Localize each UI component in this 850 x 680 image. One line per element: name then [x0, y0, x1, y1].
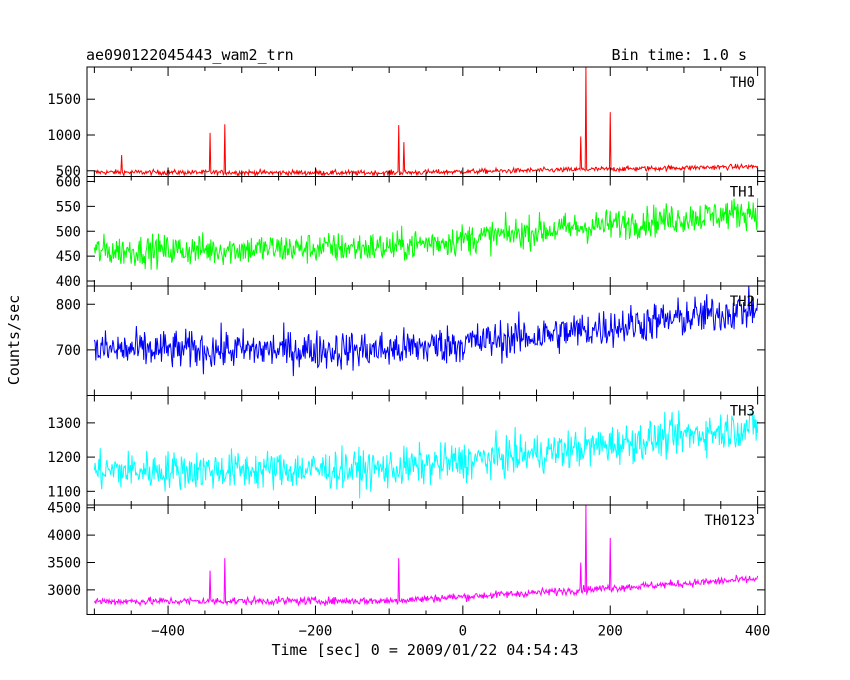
series-line-th2	[93, 286, 759, 377]
panel-frame-th1	[86, 176, 766, 287]
y-tick-label: 3500	[47, 555, 81, 571]
x-tick-label: −200	[299, 624, 333, 640]
chart-title: ae090122045443_wam2_trn	[86, 46, 294, 64]
y-tick-label: 1000	[47, 128, 81, 144]
panel-label-th0123: TH0123	[704, 513, 755, 529]
panel-frame-th0	[86, 66, 766, 177]
y-tick-label: 1300	[47, 416, 81, 432]
y-tick-label: 1500	[47, 92, 81, 108]
panel-label-th2: TH2	[730, 294, 755, 310]
y-tick-label: 3000	[47, 583, 81, 599]
y-tick-label: 1100	[47, 484, 81, 500]
y-tick-label: 800	[56, 297, 81, 313]
bin-time-label: Bin time: 1.0 s	[612, 46, 747, 64]
panel-label-th3: TH3	[730, 404, 755, 420]
x-tick-label: −400	[151, 624, 185, 640]
y-tick-label: 500	[56, 164, 81, 180]
panel-label-th0: TH0	[730, 75, 755, 91]
x-tick-label: 0	[459, 624, 467, 640]
panel-frame-th3	[86, 395, 766, 506]
y-tick-label: 550	[56, 199, 81, 215]
y-tick-label: 700	[56, 343, 81, 359]
y-tick-label: 600	[56, 174, 81, 190]
y-tick-label: 4000	[47, 528, 81, 544]
series-line-th1	[93, 198, 759, 270]
x-tick-label: 400	[745, 624, 770, 640]
panels-group: 500 1000 1500 TH0 400 450 500 550 600 TH1 700 800 TH…	[47, 66, 770, 640]
y-tick-label: 1200	[47, 450, 81, 466]
y-axis-title: Counts/sec	[5, 295, 23, 385]
y-tick-label: 500	[56, 224, 81, 240]
series-line-th3	[93, 410, 759, 499]
y-tick-label: 450	[56, 249, 81, 265]
series-line-th0	[94, 67, 759, 177]
x-axis-title: Time [sec] 0 = 2009/01/22 04:54:43	[271, 641, 578, 659]
y-tick-label: 4500	[47, 501, 81, 517]
series-line-th0123	[93, 505, 759, 607]
y-tick-label: 400	[56, 274, 81, 290]
panel-label-th1: TH1	[730, 185, 755, 201]
x-tick-label: 200	[598, 624, 623, 640]
